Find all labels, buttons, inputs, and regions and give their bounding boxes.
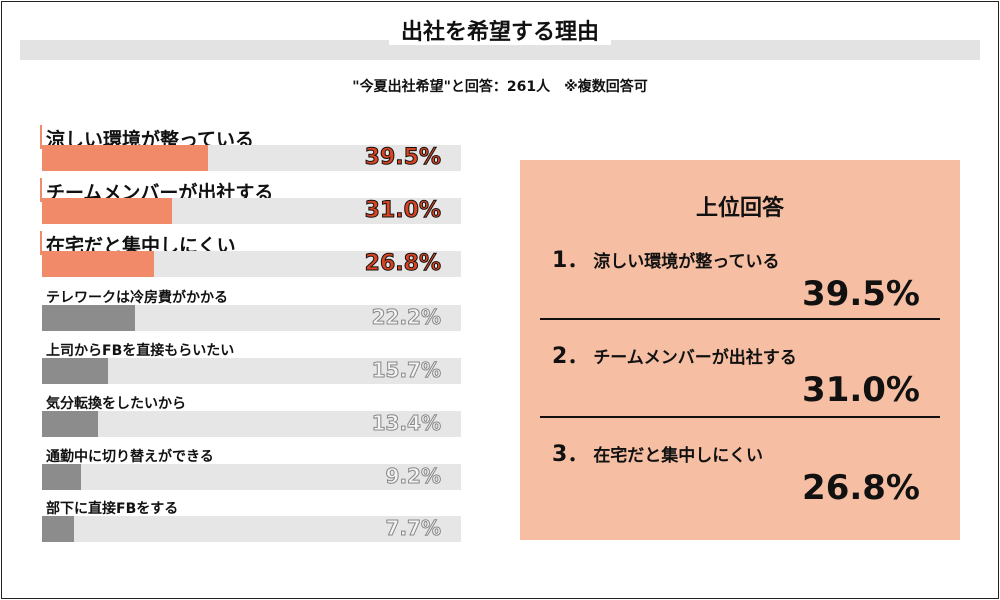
bar <box>42 305 136 331</box>
bar-category-label: 上司からFBを直接もらいたい <box>46 343 235 359</box>
bar <box>42 145 208 171</box>
bar <box>42 358 108 384</box>
rank-number: 3． <box>552 442 590 467</box>
title-band <box>20 40 980 60</box>
rank-item-2-value: 31.0% <box>802 370 920 410</box>
rank-number: 2． <box>552 344 590 369</box>
bar-value-label: 26.8% <box>364 251 441 277</box>
bar <box>42 464 81 490</box>
bar-accent-tick <box>40 231 42 255</box>
rank-text: 在宅だと集中しにくい <box>593 446 763 466</box>
bar <box>42 411 99 437</box>
rank-item-1-label: 1． 涼しい環境が整っている <box>552 242 779 274</box>
bar-value-label: 15.7% <box>371 358 441 383</box>
bar <box>42 516 75 542</box>
chart-title-text: 出社を希望する理由 <box>388 20 611 45</box>
bar-category-label: 気分転換をしたいから <box>46 396 186 412</box>
bar-category-label: 部下に直接FBをする <box>46 501 179 517</box>
rank-divider <box>540 318 940 320</box>
rank-divider <box>540 416 940 418</box>
bar-category-label: 通勤中に切り替えができる <box>46 449 214 465</box>
bar-accent-tick <box>40 178 42 202</box>
bar-track <box>42 198 461 224</box>
bar-value-label: 31.0% <box>364 198 441 224</box>
rank-text: 涼しい環境が整っている <box>593 252 780 272</box>
bar-accent-tick <box>40 125 42 149</box>
rank-item-2-label: 2． チームメンバーが出社する <box>552 338 797 370</box>
bar-track <box>42 145 461 171</box>
rank-text: チームメンバーが出社する <box>593 348 797 368</box>
bar-value-label: 13.4% <box>371 411 441 436</box>
panel-title: 上位回答 <box>695 196 784 221</box>
bar-track <box>42 305 461 331</box>
bar-track <box>42 516 461 542</box>
bar-value-label: 22.2% <box>371 305 441 330</box>
bar-value-label: 39.5% <box>364 145 441 171</box>
bar-value-label: 7.7% <box>385 516 441 541</box>
chart-subtitle: "今夏出社希望"と回答：261人 ※複数回答可 <box>352 79 648 95</box>
rank-item-3-value: 26.8% <box>802 468 920 508</box>
bar-track <box>42 411 461 437</box>
rank-item-3-label: 3． 在宅だと集中しにくい <box>552 436 763 468</box>
bar-track <box>42 464 461 490</box>
bar-value-label: 9.2% <box>385 464 441 489</box>
bar-category-label: テレワークは冷房費がかかる <box>46 290 228 306</box>
top-answers-panel: 上位回答 1． 涼しい環境が整っている 39.5% 2． チームメンバーが出社する … <box>520 160 960 540</box>
bar <box>42 198 172 224</box>
rank-number: 1． <box>552 248 590 273</box>
bar-track <box>42 358 461 384</box>
bar <box>42 251 155 277</box>
chart-title: 出社を希望する理由 <box>0 14 1000 46</box>
rank-item-1-value: 39.5% <box>802 274 920 314</box>
bar-track <box>42 251 461 277</box>
